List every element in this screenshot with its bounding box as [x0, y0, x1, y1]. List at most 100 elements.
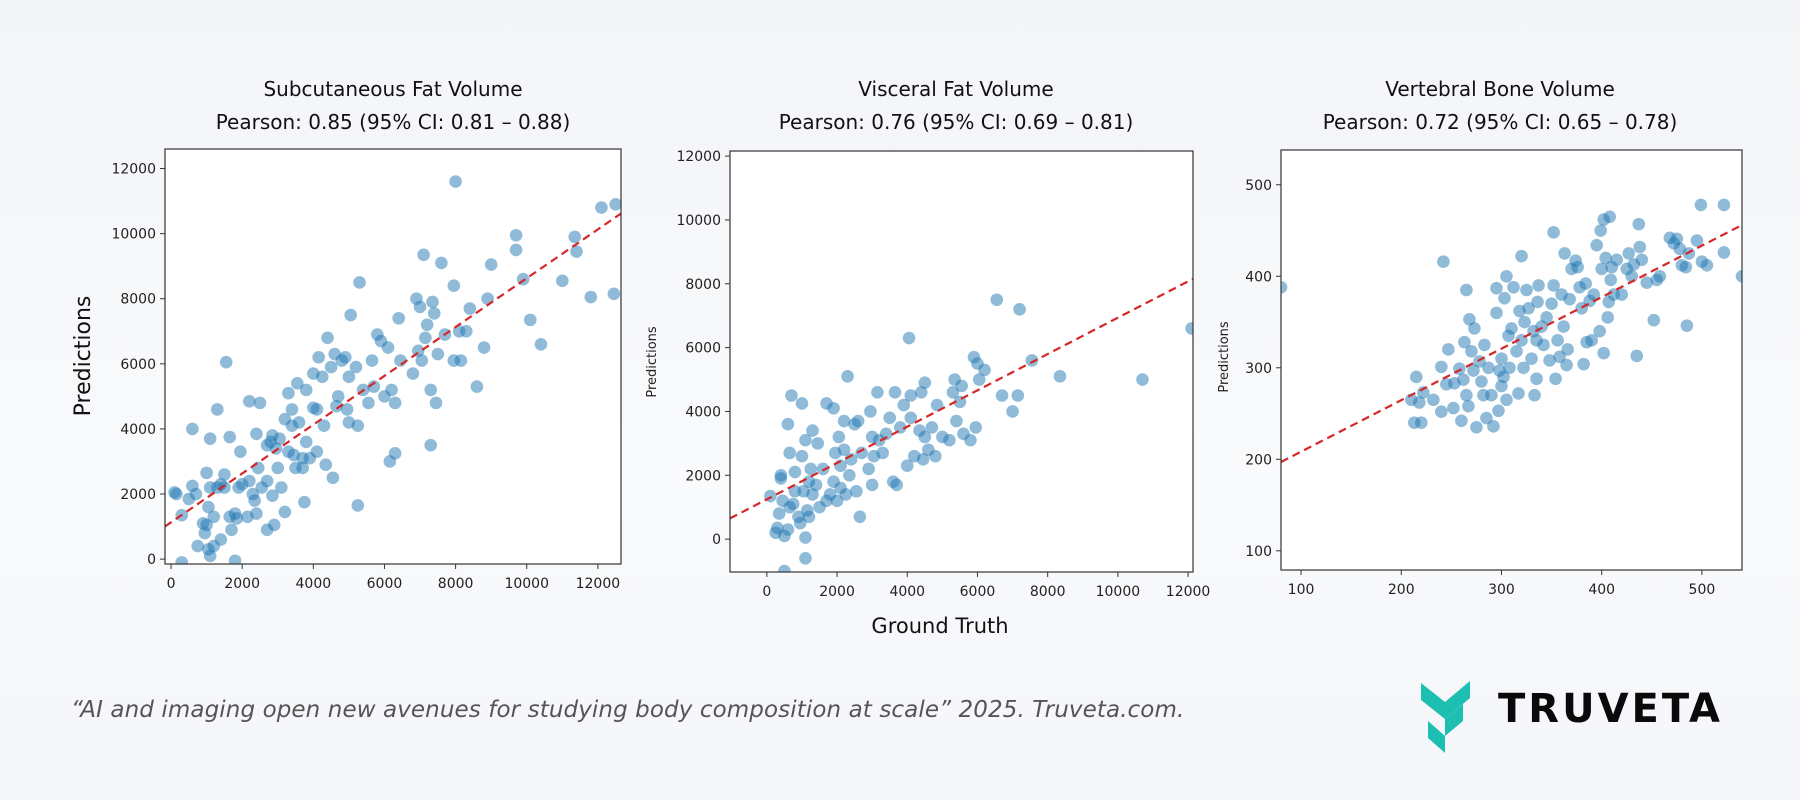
data-point [429, 396, 443, 410]
data-point [242, 474, 256, 488]
data-point [1547, 279, 1560, 292]
data-point [292, 416, 306, 429]
data-point [904, 411, 918, 425]
y-tick-label: 10000 [676, 213, 721, 229]
x-tick-label: 10000 [504, 576, 549, 592]
data-point [317, 419, 331, 432]
y-tick-label: 4000 [120, 422, 156, 438]
data-point [1528, 388, 1541, 402]
y-tick-label: 12000 [676, 149, 721, 165]
data-point [218, 481, 231, 494]
data-point [930, 398, 944, 412]
chart-title: Subcutaneous Fat Volume [263, 77, 522, 101]
data-point [1485, 388, 1498, 402]
data-point [477, 341, 491, 354]
data-point [349, 360, 363, 374]
data-point [1717, 198, 1731, 212]
data-point [282, 386, 295, 400]
data-point [806, 488, 819, 501]
data-point [435, 256, 448, 270]
data-point [260, 474, 274, 488]
data-point [781, 417, 795, 431]
chart-vertebral-bone: Vertebral Bone Volume Pearson: 0.72 (95%… [1217, 77, 1743, 598]
data-point [298, 495, 311, 509]
data-point [1013, 303, 1026, 316]
data-point [310, 403, 324, 416]
data-point [228, 554, 242, 564]
x-tick-label: 4000 [889, 584, 925, 600]
data-point [1503, 361, 1516, 375]
data-point [1551, 334, 1564, 347]
data-point [310, 445, 324, 459]
data-point [1460, 283, 1473, 297]
data-point [946, 386, 960, 399]
source-caption: “AI and imaging open new avenues for stu… [71, 697, 1185, 723]
data-point [830, 494, 844, 508]
data-point [788, 465, 802, 479]
x-tick-label: 2000 [819, 584, 855, 600]
data-point [783, 446, 796, 460]
y-tick-label: 10000 [111, 227, 156, 243]
data-point [1547, 226, 1560, 239]
data-point [351, 499, 365, 512]
y-tick-label: 0 [712, 532, 721, 548]
data-point [509, 243, 523, 257]
data-point [170, 487, 183, 501]
data-point [449, 175, 462, 188]
data-point [1409, 370, 1423, 384]
data-point [186, 422, 199, 436]
y-tick-label: 300 [1245, 361, 1272, 377]
data-point [1717, 246, 1731, 259]
data-point [319, 458, 333, 472]
data-point [1053, 370, 1067, 383]
data-point [509, 228, 523, 242]
data-point [568, 230, 582, 244]
y-axis-label: Predictions [645, 326, 660, 398]
data-point [1515, 249, 1528, 263]
data-point [799, 531, 812, 544]
data-point [331, 390, 345, 403]
data-point [904, 389, 918, 402]
data-point [1557, 320, 1570, 333]
y-tick-label: 12000 [111, 162, 156, 178]
data-point [802, 510, 816, 524]
data-point [793, 516, 807, 530]
data-point [1560, 358, 1573, 372]
data-point [250, 507, 263, 520]
x-tick-label: 4000 [296, 576, 332, 592]
data-point [1630, 349, 1644, 363]
y-tick-label: 400 [1245, 269, 1272, 285]
data-point [1517, 361, 1530, 375]
y-tick-label: 500 [1245, 178, 1272, 194]
data-point [969, 421, 983, 434]
data-point [225, 523, 238, 537]
fit-line [730, 277, 1193, 520]
y-tick-label: 8000 [685, 277, 721, 293]
fit-line [165, 212, 621, 528]
data-point [883, 411, 897, 425]
data-point [799, 433, 812, 447]
data-point [607, 287, 621, 301]
data-point [1590, 238, 1603, 252]
data-point [809, 478, 823, 492]
data-point [955, 379, 968, 393]
data-point [609, 198, 621, 211]
y-tick-label: 6000 [120, 357, 156, 373]
y-axis-label: Predictions [71, 296, 96, 417]
data-point [189, 487, 203, 501]
data-point [1597, 346, 1610, 360]
data-point [324, 360, 338, 374]
data-point [584, 290, 598, 304]
data-point [897, 398, 911, 412]
data-point [1549, 372, 1562, 386]
data-point [772, 507, 786, 520]
data-point [1603, 210, 1617, 224]
data-point [218, 468, 231, 481]
data-point [1006, 405, 1019, 418]
fit-line [1281, 224, 1742, 463]
data-point [1500, 393, 1513, 407]
data-point [385, 383, 398, 397]
data-point [1490, 306, 1503, 320]
data-point [299, 383, 313, 397]
points-layer [1281, 198, 1742, 463]
